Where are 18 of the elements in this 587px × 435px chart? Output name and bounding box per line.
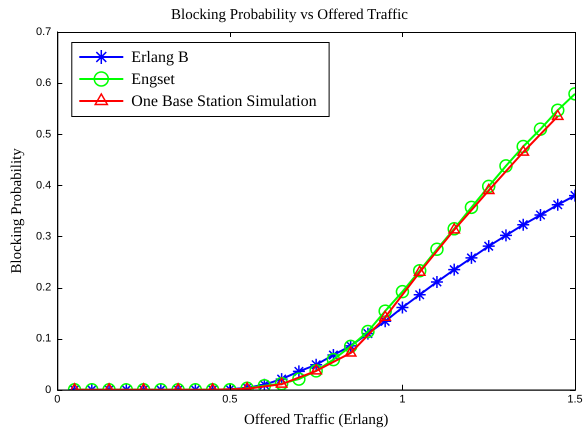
y-tick-label: 0.6 — [36, 77, 52, 90]
x-tick-label: 0 — [54, 393, 60, 406]
x-axis-title: Offered Traffic (Erlang) — [244, 412, 388, 428]
x-tick-label: 1.5 — [567, 393, 583, 406]
y-tick-label: 0.5 — [36, 128, 52, 140]
y-tick-label: 0.3 — [36, 230, 52, 242]
x-tick-label: 1 — [399, 393, 406, 406]
legend-label: Erlang B — [131, 49, 189, 66]
chart-title: Blocking Probability vs Offered Traffic — [171, 6, 408, 23]
y-axis-title: Blocking Probability — [8, 148, 25, 274]
y-tick-label: 0.2 — [36, 282, 52, 294]
y-tick-label: 0.4 — [36, 179, 52, 192]
x-tick-label: 0.5 — [222, 393, 238, 406]
y-tick-label: 0.1 — [36, 332, 52, 345]
legend-label: Engset — [131, 71, 176, 88]
y-tick-label: 0.7 — [36, 26, 52, 38]
legend-label: One Base Station Simulation — [131, 93, 317, 110]
y-tick-label: 0 — [45, 384, 52, 396]
